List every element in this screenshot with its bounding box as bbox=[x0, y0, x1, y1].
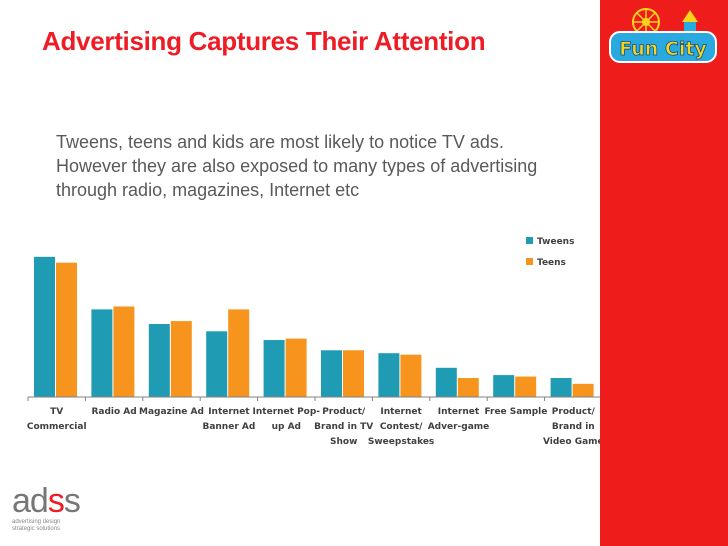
x-tick-label: TV bbox=[50, 407, 63, 417]
bar-teens-5 bbox=[343, 350, 364, 397]
bar-tweens-9 bbox=[550, 378, 572, 397]
x-tick-label: Adver-game bbox=[428, 422, 490, 432]
right-red-bar bbox=[600, 0, 728, 546]
x-tick-label: up Ad bbox=[272, 422, 301, 432]
bar-tweens-8 bbox=[493, 375, 515, 397]
bar-teens-3 bbox=[228, 309, 250, 397]
x-tick-label: Sweepstakes bbox=[368, 437, 434, 447]
legend-label-teens: Teens bbox=[537, 258, 566, 268]
x-tick-label: Contest/ bbox=[380, 422, 423, 432]
adss-tagline: advertising design strategic solutions bbox=[12, 519, 80, 533]
x-tick-label: Brand in bbox=[552, 422, 595, 432]
x-tick-label: Radio Ad bbox=[91, 407, 136, 417]
adss-letter: s bbox=[63, 482, 81, 520]
bar-tweens-1 bbox=[91, 309, 113, 397]
bar-teens-9 bbox=[572, 383, 594, 397]
bar-tweens-2 bbox=[148, 324, 170, 397]
bar-tweens-0 bbox=[34, 256, 55, 397]
body-paragraph: Tweens, teens and kids are most likely t… bbox=[56, 130, 601, 202]
adss-letter: a bbox=[12, 482, 31, 520]
adss-tagline-line: strategic solutions bbox=[12, 526, 61, 532]
x-tick-label: Video Game bbox=[543, 437, 600, 447]
bar-tweens-5 bbox=[321, 350, 342, 397]
funcity-logo-text: Fun City bbox=[619, 38, 707, 60]
page-title: Advertising Captures Their Attention bbox=[42, 26, 486, 56]
body-line: through radio, magazines, Internet etc bbox=[56, 180, 360, 200]
bar-teens-8 bbox=[515, 376, 537, 397]
body-line: Tweens, teens and kids are most likely t… bbox=[56, 132, 504, 152]
x-tick-label: Brand in TV bbox=[314, 422, 373, 432]
bar-tweens-6 bbox=[378, 353, 400, 397]
bar-teens-7 bbox=[457, 378, 479, 397]
x-tick-label: Internet bbox=[380, 407, 422, 417]
x-tick-label: Internet bbox=[438, 407, 480, 417]
adss-logo-word: adss bbox=[12, 482, 81, 520]
x-tick-label: Internet Pop- bbox=[253, 407, 321, 417]
adss-logo: adss advertising design strategic soluti… bbox=[12, 482, 81, 533]
x-tick-label: Commercial bbox=[27, 422, 87, 432]
bar-tweens-3 bbox=[206, 331, 228, 397]
x-tick-label: Product/ bbox=[552, 407, 596, 417]
funcity-logo: Fun City bbox=[609, 8, 717, 63]
legend-label-tweens: Tweens bbox=[537, 237, 574, 247]
bar-teens-6 bbox=[400, 354, 422, 397]
x-tick-label: Product/ bbox=[322, 407, 366, 417]
bar-tweens-4 bbox=[263, 340, 285, 397]
adss-letter: s bbox=[47, 482, 65, 520]
bar-chart: TV Commercial Radio Ad Magazine Ad Internet B… bbox=[27, 237, 600, 447]
bar-teens-0 bbox=[56, 262, 77, 397]
body-line: However they are also exposed to many ty… bbox=[56, 156, 538, 176]
adss-tagline-line: advertising design bbox=[12, 519, 61, 525]
legend-swatch-teens bbox=[526, 258, 533, 265]
x-tick-label: Magazine Ad bbox=[139, 407, 204, 417]
adss-letter: d bbox=[29, 482, 49, 520]
bar-teens-4 bbox=[285, 338, 307, 397]
x-tick-label: Show bbox=[330, 437, 357, 447]
legend-swatch-tweens bbox=[526, 237, 533, 244]
bar-teens-2 bbox=[170, 321, 192, 397]
x-tick-label: Free Sample bbox=[484, 407, 547, 417]
bar-tweens-7 bbox=[435, 367, 457, 397]
x-tick-label: Internet bbox=[208, 407, 250, 417]
x-tick-label: Banner Ad bbox=[202, 422, 255, 432]
bar-teens-1 bbox=[113, 306, 135, 397]
